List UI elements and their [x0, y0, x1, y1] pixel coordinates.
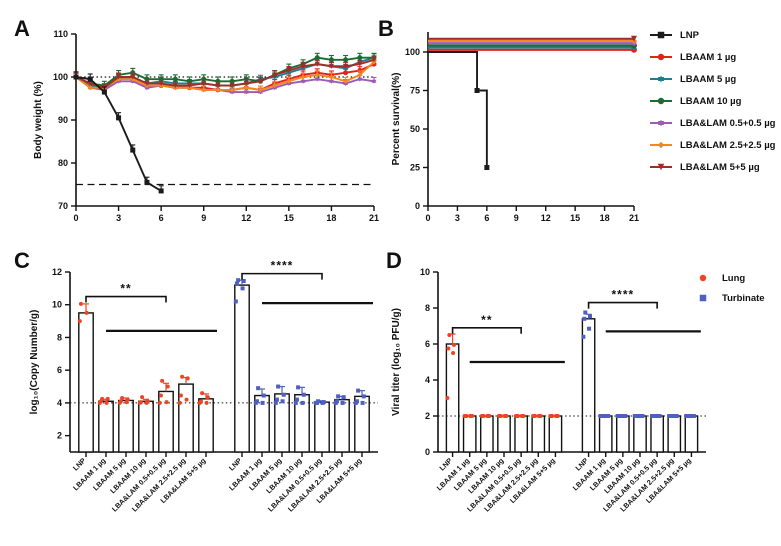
svg-text:6: 6	[159, 213, 164, 223]
legend-marker-icon	[650, 163, 672, 171]
svg-text:4: 4	[57, 398, 62, 408]
legend-label: Lung	[722, 272, 746, 284]
legend-item: LBAAM 5 µg	[648, 68, 775, 90]
legend-label: LBA&LAM 2.5+2.5 µg	[680, 139, 776, 151]
svg-text:Viral titer (log₁₀ PFU/g): Viral titer (log₁₀ PFU/g)	[391, 308, 402, 416]
legend-item: LBA&LAM 2.5+2.5 µg	[648, 134, 775, 156]
tissue-legend: Lung Turbinate	[690, 268, 765, 308]
viral-titer-bar-chart: 0 2 4 6 8 10 Viral titer (log₁₀ PFU/g) LNP LBAAM…	[388, 244, 718, 546]
legend-marker-icon	[650, 31, 672, 39]
legend-label: LBAAM 10 µg	[680, 95, 742, 107]
svg-text:21: 21	[629, 213, 639, 223]
legend-item: Lung	[690, 268, 765, 288]
svg-text:90: 90	[58, 115, 68, 125]
legend-item: LNP	[648, 24, 775, 46]
legend-label: LBAAM 5 µg	[680, 73, 737, 85]
svg-text:Percent survival(%): Percent survival(%)	[391, 73, 402, 166]
svg-text:0: 0	[73, 213, 78, 223]
legend-item: LBA&LAM 0.5+0.5 µg	[648, 112, 775, 134]
legend-marker-icon	[650, 141, 672, 149]
svg-text:70: 70	[58, 201, 68, 211]
svg-text:21: 21	[369, 213, 379, 223]
svg-text:**: **	[120, 282, 131, 296]
svg-text:12: 12	[52, 267, 62, 277]
svg-text:8: 8	[425, 303, 430, 313]
svg-text:12: 12	[241, 213, 251, 223]
legend-marker-icon	[650, 53, 672, 61]
svg-text:LNP: LNP	[227, 456, 244, 473]
svg-text:****: ****	[612, 288, 635, 302]
legend-label: LBAAM 1 µg	[680, 51, 737, 63]
legend-item: Turbinate	[690, 288, 765, 308]
svg-text:****: ****	[271, 259, 294, 273]
svg-text:log₁₀(Copy Number/g): log₁₀(Copy Number/g)	[29, 310, 40, 415]
svg-text:6: 6	[57, 365, 62, 375]
svg-text:100: 100	[405, 47, 420, 57]
legend-item: LBAAM 10 µg	[648, 90, 775, 112]
legend-label: LBA&LAM 5+5 µg	[680, 161, 760, 173]
body-weight-line-chart: 70 80 90 100 110 0 3 6 9 12 15 18 21 Body weight (%)	[30, 4, 380, 243]
legend-marker-icon	[650, 119, 672, 127]
svg-text:12: 12	[541, 213, 551, 223]
survival-legend: LNP LBAAM 1 µg LBAAM 5 µg LBAAM 10 µg LBA&LA…	[648, 24, 775, 178]
svg-text:4: 4	[425, 375, 430, 385]
panel-b-label: B	[378, 16, 394, 41]
svg-text:9: 9	[201, 213, 206, 223]
panel-a-label: A	[14, 16, 30, 41]
svg-text:6: 6	[484, 213, 489, 223]
legend-label: Turbinate	[722, 292, 765, 304]
svg-text:**: **	[481, 313, 492, 327]
copy-number-bar-chart: 2 4 6 8 10 12 log₁₀(Copy Number/g) LNP LBAAM 1 µ…	[26, 244, 386, 546]
svg-text:15: 15	[570, 213, 580, 223]
svg-text:3: 3	[116, 213, 121, 223]
panel-c-label: C	[14, 248, 30, 273]
svg-text:18: 18	[326, 213, 336, 223]
svg-text:2: 2	[57, 431, 62, 441]
svg-text:50: 50	[410, 124, 420, 134]
svg-text:0: 0	[415, 201, 420, 211]
panel-d-label: D	[386, 248, 402, 273]
legend-item: LBA&LAM 5+5 µg	[648, 156, 775, 178]
legend-marker-icon	[650, 97, 672, 105]
legend-item: LBAAM 1 µg	[648, 46, 775, 68]
svg-text:80: 80	[58, 158, 68, 168]
legend-label: LNP	[680, 29, 699, 41]
legend-label: LBA&LAM 0.5+0.5 µg	[680, 117, 776, 129]
svg-text:75: 75	[410, 86, 420, 96]
svg-text:2: 2	[425, 411, 430, 421]
legend-marker-icon	[650, 75, 672, 83]
legend-marker-icon	[699, 274, 707, 282]
survival-step-chart: 0 25 50 75 100 0 3 6 9 12 15 18 21 Percent survival(%…	[388, 4, 640, 243]
svg-text:10: 10	[420, 267, 430, 277]
svg-text:18: 18	[600, 213, 610, 223]
svg-text:10: 10	[52, 300, 62, 310]
svg-text:0: 0	[425, 447, 430, 457]
svg-text:8: 8	[57, 332, 62, 342]
svg-text:110: 110	[53, 29, 68, 39]
svg-text:15: 15	[284, 213, 294, 223]
svg-text:9: 9	[514, 213, 519, 223]
svg-text:Body weight (%): Body weight (%)	[33, 81, 44, 159]
svg-text:LNP: LNP	[71, 456, 88, 473]
svg-text:0: 0	[425, 213, 430, 223]
svg-text:6: 6	[425, 339, 430, 349]
svg-text:25: 25	[410, 163, 420, 173]
svg-text:3: 3	[455, 213, 460, 223]
legend-marker-icon	[699, 294, 707, 302]
svg-text:100: 100	[53, 72, 68, 82]
